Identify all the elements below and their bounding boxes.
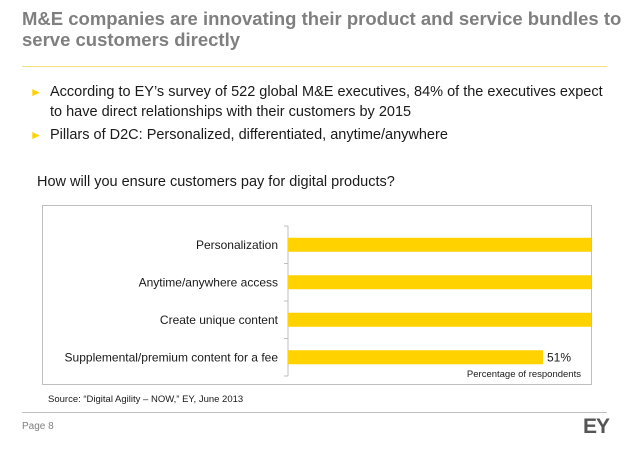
title-divider: [22, 66, 607, 67]
category-label: Personalization: [196, 238, 278, 252]
bar: [288, 275, 591, 290]
bullet-arrow-icon: ►: [30, 128, 42, 142]
bullet-item: ► According to EY’s survey of 522 global…: [30, 82, 610, 122]
bar-chart: Personalization64%Anytime/anywhere acces…: [65, 225, 591, 380]
ey-logo: EY: [583, 415, 610, 438]
bar: [288, 237, 591, 252]
bar: [288, 350, 543, 365]
chart-container: Personalization64%Anytime/anywhere acces…: [42, 205, 592, 385]
chart-question: How will you ensure customers pay for di…: [37, 174, 395, 190]
category-label: Anytime/anywhere access: [139, 275, 278, 289]
bullet-item: ► Pillars of D2C: Personalized, differen…: [30, 125, 610, 145]
x-axis-title: Percentage of respondents: [467, 369, 581, 380]
page-number: Page 8: [22, 421, 54, 432]
category-label: Create unique content: [160, 313, 279, 327]
data-label: 51%: [547, 350, 571, 364]
bullet-arrow-icon: ►: [30, 85, 42, 99]
source-note: Source: “Digital Agility – NOW,” EY, Jun…: [48, 394, 244, 405]
footer-divider: [22, 412, 607, 413]
bullet-text: According to EY’s survey of 522 global M…: [50, 84, 603, 120]
slide-title: M&E companies are innovating their produ…: [22, 8, 622, 50]
bullet-text: Pillars of D2C: Personalized, differenti…: [50, 127, 448, 143]
bullet-list: ► According to EY’s survey of 522 global…: [30, 82, 610, 148]
category-label: Supplemental/premium content for a fee: [65, 350, 279, 364]
bar: [288, 312, 591, 327]
